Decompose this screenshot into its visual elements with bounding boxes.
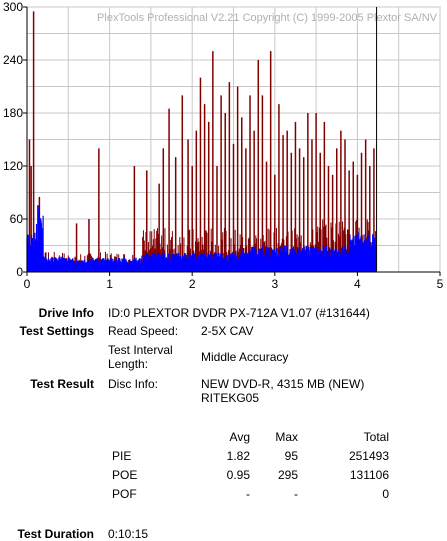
y-tick-label: 120	[3, 159, 23, 173]
row-poe-max: 295	[277, 468, 298, 482]
x-tick-label: 5	[437, 277, 444, 291]
disc-info-line1: NEW DVD-R, 4315 MB (NEW)	[201, 377, 365, 391]
disc-info-line2: RITEKG05	[201, 391, 260, 405]
row-pof-max: -	[294, 487, 298, 501]
y-tick-label: 180	[3, 106, 23, 120]
pie-poe-chart: PlexTools Professional V2.21 Copyright (…	[3, 0, 444, 291]
y-tick-label: 0	[16, 265, 23, 279]
y-tick-label: 60	[10, 212, 24, 226]
test-settings-label: Test Settings	[19, 324, 94, 338]
x-tick-label: 0	[24, 277, 31, 291]
drive-info-value: ID:0 PLEXTOR DVDR PX-712A V1.07 (#131644…	[108, 306, 370, 320]
col-header-total: Total	[363, 430, 389, 444]
row-pof-name: POF	[112, 487, 137, 501]
test-duration-label: Test Duration	[17, 527, 94, 541]
test-interval-label-line1: Test Interval	[108, 343, 173, 357]
read-speed-value: 2-5X CAV	[201, 324, 254, 338]
test-duration-value: 0:10:15	[108, 527, 149, 541]
read-speed-label: Read Speed:	[108, 324, 179, 338]
row-pie-max: 95	[284, 449, 298, 463]
row-pie-name: PIE	[112, 449, 132, 463]
row-pie-total: 251493	[348, 449, 389, 463]
drive-info-label: Drive Info	[38, 306, 94, 320]
row-poe-avg: 0.95	[226, 468, 250, 482]
test-interval-label-line2: Length:	[108, 357, 149, 371]
disc-info-label: Disc Info:	[108, 377, 159, 391]
x-tick-label: 4	[354, 277, 361, 291]
col-header-avg: Avg	[229, 430, 250, 444]
row-poe-name: POE	[112, 468, 138, 482]
row-pof-total: 0	[382, 487, 389, 501]
row-poe-total: 131106	[349, 468, 389, 482]
scan-chart: PlexTools Professional V2.21 Copyright (…	[3, 0, 444, 291]
chart-title: PlexTools Professional V2.21 Copyright (…	[97, 12, 438, 24]
row-pof-avg: -	[246, 487, 250, 501]
x-tick-label: 2	[189, 277, 196, 291]
test-result-label: Test Result	[30, 377, 94, 391]
col-header-max: Max	[275, 430, 298, 444]
x-tick-label: 3	[271, 277, 278, 291]
row-pie-avg: 1.82	[226, 449, 250, 463]
test-interval-value: Middle Accuracy	[201, 350, 289, 364]
y-tick-label: 300	[3, 0, 23, 14]
y-tick-label: 240	[3, 53, 23, 67]
x-tick-label: 1	[106, 277, 113, 291]
